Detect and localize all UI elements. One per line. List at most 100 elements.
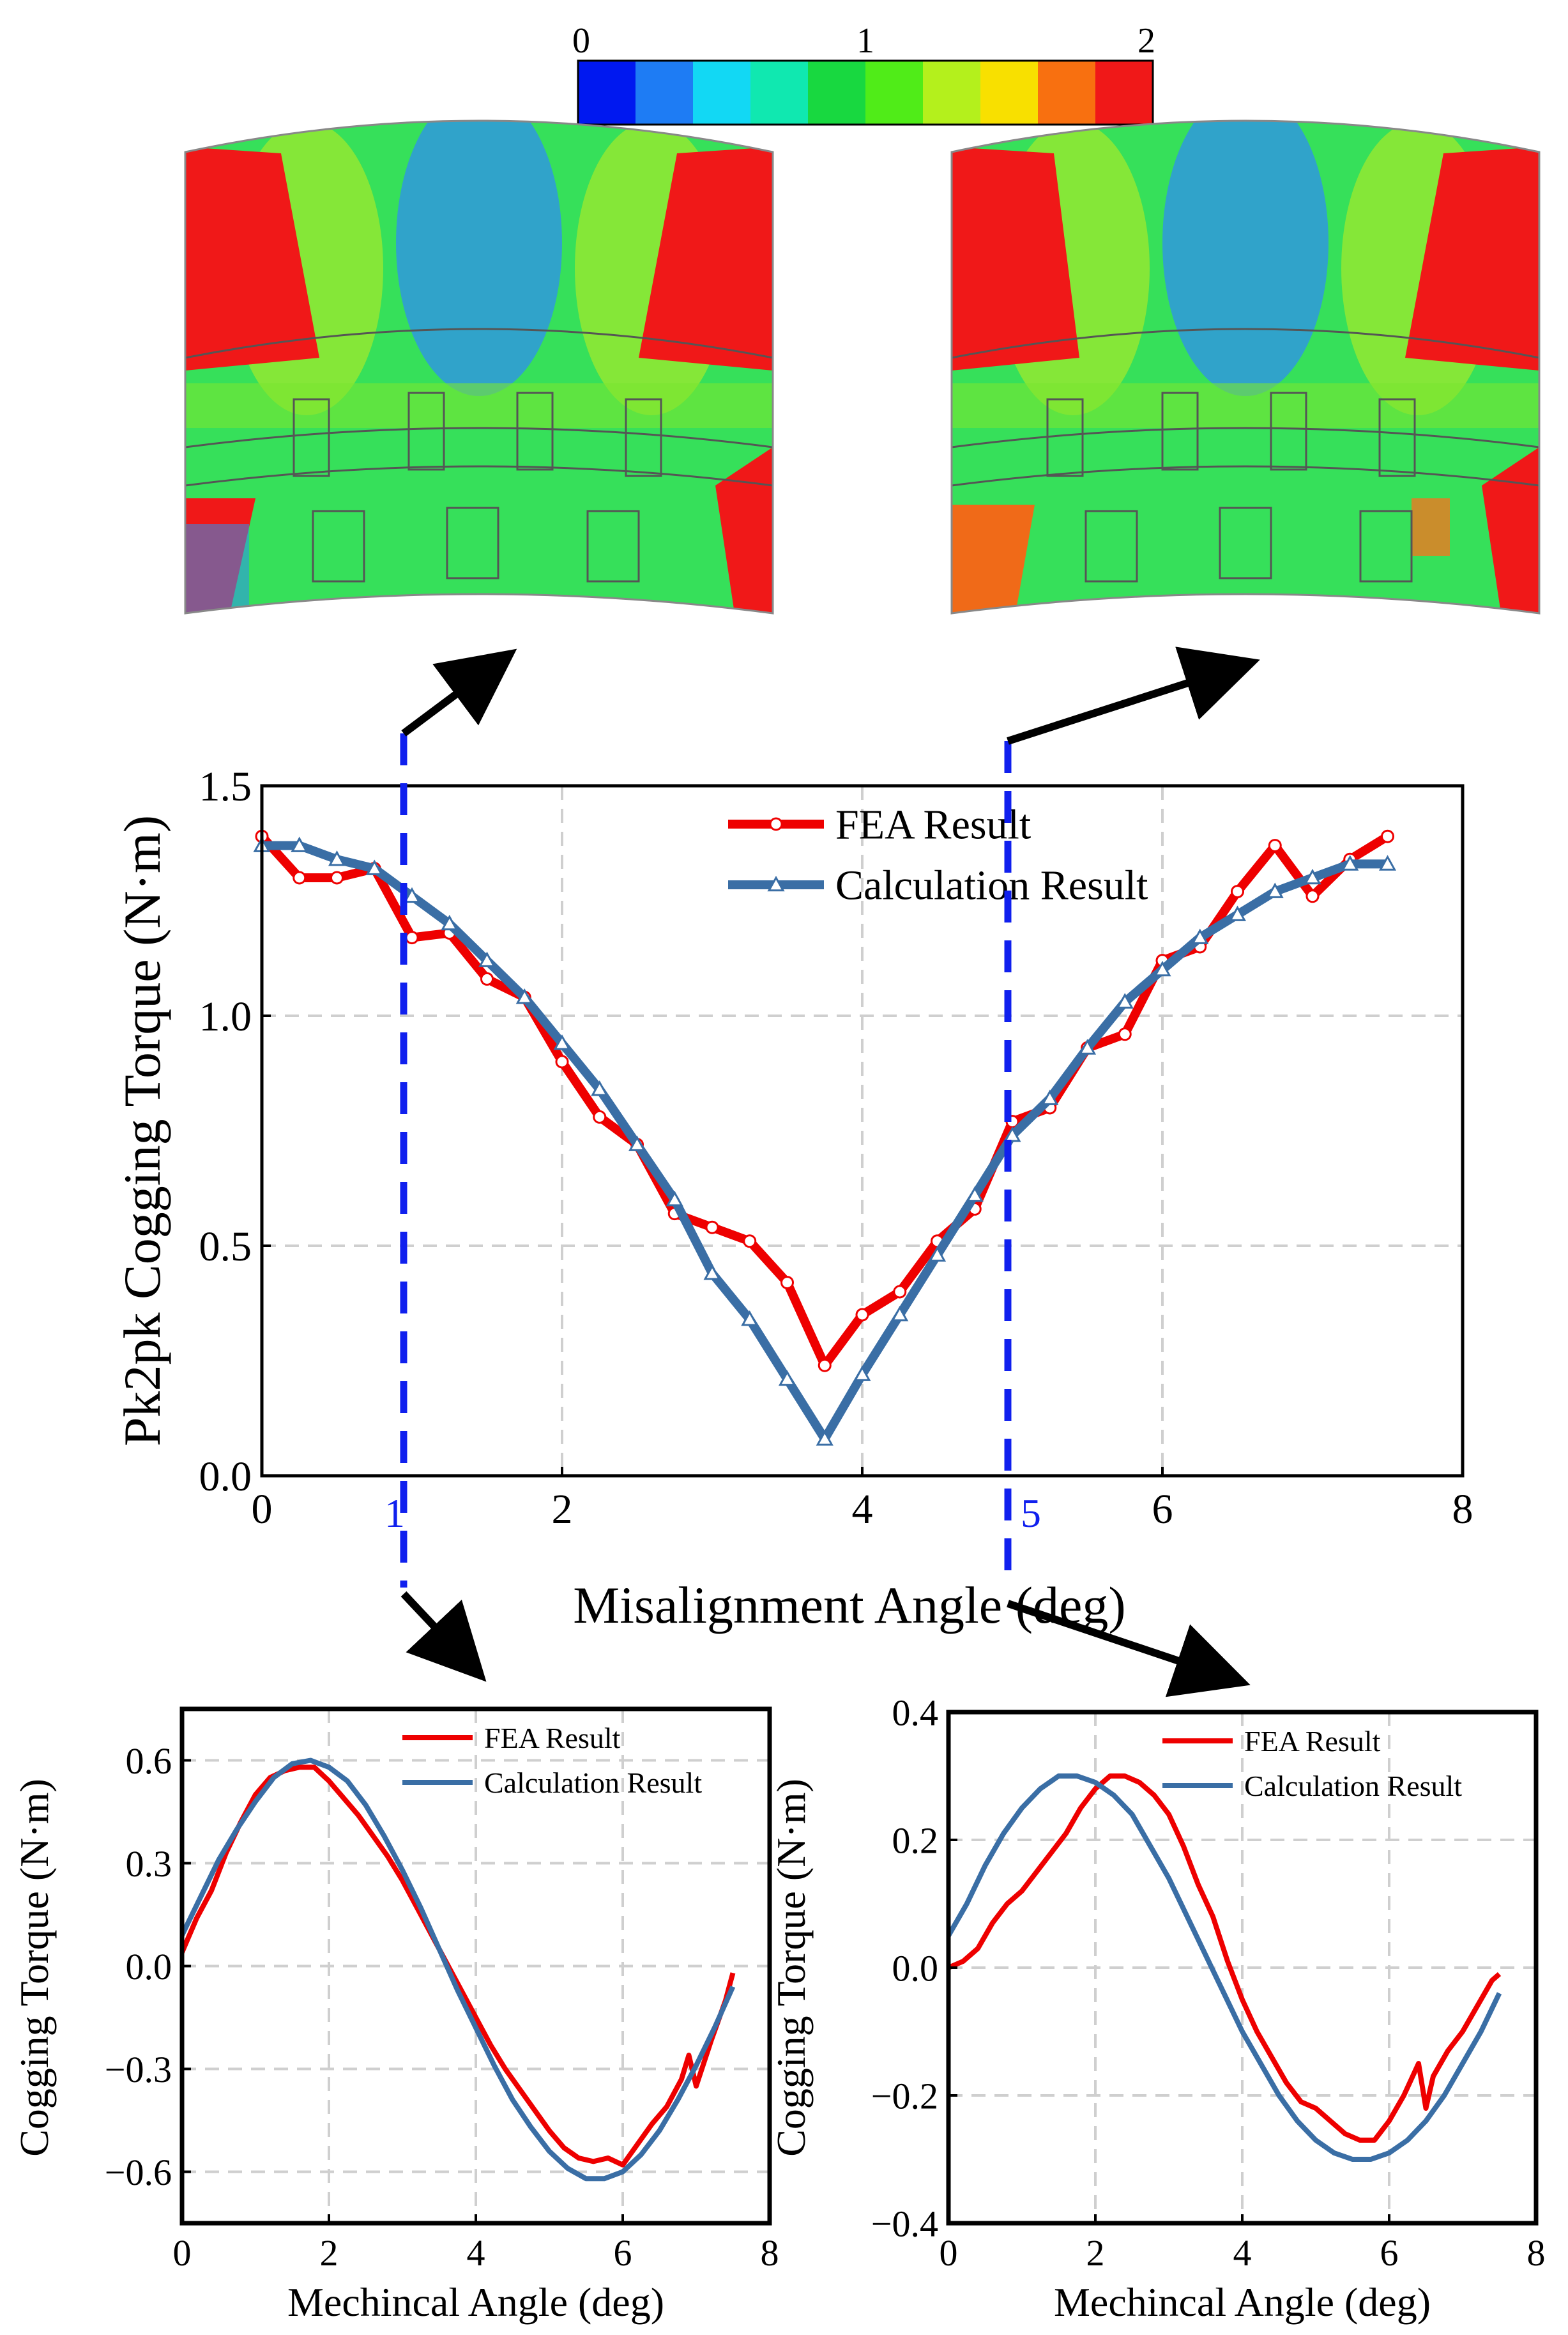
x-tick-label: 0: [173, 2232, 192, 2274]
data-point-circle: [593, 1110, 607, 1124]
y-tick-label: 0.0: [199, 1453, 252, 1500]
colorbar-cell: [865, 61, 924, 125]
data-point-triangle: [553, 1034, 571, 1050]
data-point-circle: [743, 1234, 757, 1248]
colorbar-tick-0: 0: [572, 21, 590, 61]
x-tick-label: 2: [1086, 2232, 1105, 2274]
data-point-triangle: [1341, 855, 1359, 871]
data-point-triangle: [741, 1310, 759, 1326]
data-point-triangle: [328, 850, 346, 866]
data-point-triangle: [966, 1186, 984, 1202]
x-tick-label: 2: [320, 2232, 339, 2274]
legend-label: Calculation Result: [1244, 1770, 1462, 1802]
x-axis-label: Mechincal Angle (deg): [287, 2279, 664, 2325]
data-point-triangle: [1191, 928, 1209, 944]
field-image-left: [185, 121, 773, 613]
legend-label: Calculation Result: [835, 862, 1148, 908]
data-point-circle: [780, 1276, 794, 1290]
y-tick-label: −0.2: [871, 2075, 938, 2117]
data-point-circle: [855, 1308, 869, 1322]
data-point-triangle: [1378, 855, 1397, 871]
colorbar-frame: [577, 59, 1154, 126]
legend-label: FEA Result: [835, 801, 1031, 848]
data-point-circle: [1381, 829, 1394, 843]
y-tick-label: 0.0: [126, 1946, 172, 1987]
y-tick-label: 0.0: [892, 1947, 939, 1989]
legend-label: FEA Result: [1244, 1725, 1381, 1757]
data-point-triangle: [891, 1305, 909, 1322]
series-line-0: [258, 832, 1390, 1370]
x-tick-label: 6: [1380, 2232, 1399, 2274]
data-point-triangle: [1304, 868, 1321, 885]
colorbar-cell: [578, 61, 636, 125]
legend-marker: [769, 817, 783, 831]
y-tick-label: −0.3: [105, 2049, 172, 2090]
data-point-triangle: [1003, 1126, 1021, 1142]
colorbar-cell: [693, 61, 751, 125]
data-point-circle: [1305, 889, 1320, 903]
colorbar-tick-2: 2: [1138, 21, 1155, 61]
legend-label: Calculation Result: [484, 1766, 702, 1799]
x-tick-label: 4: [852, 1486, 873, 1533]
x-tick-label: 4: [1233, 2232, 1252, 2274]
data-point-circle: [330, 871, 344, 885]
y-axis-label: Cogging Torque (N·m): [768, 1779, 814, 2157]
series-line-1: [946, 1773, 1502, 2162]
field-image-left-outline: [184, 119, 774, 615]
data-point-triangle: [478, 951, 496, 967]
data-point-circle: [555, 1055, 569, 1069]
colorbar: 0 1 2: [572, 21, 1155, 126]
data-point-triangle: [816, 1430, 833, 1446]
data-point-triangle: [628, 1135, 646, 1151]
data-point-circle: [1118, 1027, 1132, 1041]
x-tick-label: 4: [467, 2232, 485, 2274]
data-point-triangle: [441, 914, 459, 931]
data-point-triangle: [928, 1246, 947, 1262]
field-image-right-outline: [950, 119, 1541, 615]
y-tick-label: 0.4: [892, 1692, 939, 1733]
y-axis-label: Cogging Torque (N·m): [11, 1779, 57, 2157]
y-tick-label: −0.6: [105, 2152, 172, 2193]
chart-bottom-left: 0 2 4 6 8 0.6 0.3 0.0 −0.3 −0.6 Mechincal Angle (d…: [11, 1706, 779, 2325]
colorbar-cell: [923, 61, 981, 125]
data-point-triangle: [1228, 905, 1247, 921]
data-point-circle: [893, 1285, 907, 1299]
data-point-circle: [480, 972, 494, 986]
arrow-to-bottom-right: [1007, 1600, 1251, 1697]
data-point-circle: [1268, 839, 1282, 853]
data-point-triangle: [666, 1190, 683, 1207]
x-axis-label: Mechincal Angle (deg): [1054, 2279, 1431, 2325]
x-tick-label: 0: [940, 2232, 958, 2274]
x-tick-label: 6: [1152, 1486, 1173, 1533]
x-tick-label: 8: [761, 2232, 779, 2274]
data-point-triangle: [365, 859, 383, 875]
legend-label: FEA Result: [484, 1722, 621, 1754]
colorbar-cell: [980, 61, 1039, 125]
data-point-circle: [818, 1358, 832, 1372]
data-point-circle: [293, 871, 307, 885]
colorbar-cell: [750, 61, 809, 125]
series-line-0: [947, 1773, 1502, 2143]
colorbar-tick-1: 1: [856, 21, 874, 61]
data-point-triangle: [703, 1264, 721, 1280]
x-tick-label: 2: [552, 1486, 573, 1533]
y-tick-label: 0.2: [892, 1819, 939, 1861]
data-point-circle: [705, 1220, 719, 1234]
chart-main: 0 2 4 6 8 0.0 0.5 1.0 1.5 Misalignment Angle (deg…: [113, 763, 1473, 1634]
colorbar-cell: [1038, 61, 1096, 125]
data-point-triangle: [591, 1080, 609, 1096]
data-point-circle: [1231, 885, 1244, 899]
legend-marker: [767, 875, 785, 892]
field-image-right: [952, 121, 1539, 613]
colorbar-cell: [636, 61, 694, 125]
arrow-to-top-right: [1007, 647, 1260, 745]
data-point-triangle: [778, 1370, 796, 1386]
x-tick-label: 8: [1527, 2232, 1546, 2274]
y-tick-label: 0.6: [126, 1740, 172, 1782]
arrow-to-top-left: [401, 648, 517, 737]
data-point-triangle: [1153, 960, 1171, 977]
data-point-triangle: [291, 836, 308, 852]
colorbar-cell: [1095, 61, 1153, 125]
y-axis-label: Pk2pk Cogging Torque (N·m): [113, 815, 171, 1446]
